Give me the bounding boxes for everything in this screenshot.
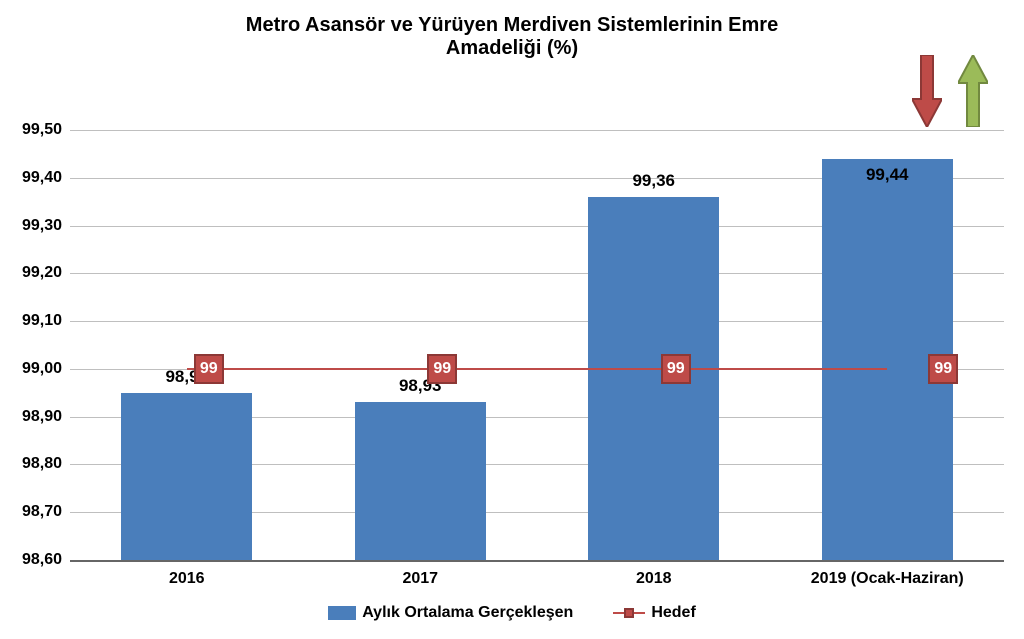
y-axis-tick: 99,30 [22, 217, 70, 235]
target-marker: 99 [427, 354, 457, 384]
y-axis-tick: 98,90 [22, 408, 70, 426]
bar-value-label: 99,44 [809, 165, 966, 185]
target-marker: 99 [928, 354, 958, 384]
legend-swatch-bar [328, 606, 356, 620]
x-axis-category: 2016 [169, 570, 205, 588]
target-marker: 99 [661, 354, 691, 384]
legend-label-bar: Aylık Ortalama Gerçekleşen [362, 604, 573, 622]
y-axis-tick: 98,70 [22, 503, 70, 521]
chart-container: Metro Asansör ve Yürüyen Merdiven Sistem… [0, 0, 1024, 639]
target-marker: 99 [194, 354, 224, 384]
x-axis-category: 2019 (Ocak-Haziran) [811, 570, 964, 588]
arrow-down-icon [912, 55, 942, 127]
x-axis-category: 2018 [636, 570, 672, 588]
target-marker-label: 99 [934, 360, 952, 377]
bar: 99,36 [588, 197, 719, 560]
bar-value-label: 98,93 [342, 376, 499, 396]
target-marker-label: 99 [667, 360, 685, 377]
bar: 98,93 [355, 402, 486, 560]
target-marker-label: 99 [200, 360, 218, 377]
bar-value-label: 99,36 [575, 171, 732, 191]
y-axis-tick: 98,60 [22, 551, 70, 569]
y-axis-tick: 99,20 [22, 264, 70, 282]
legend: Aylık Ortalama Gerçekleşen Hedef [0, 604, 1024, 622]
legend-label-line: Hedef [651, 604, 695, 622]
chart-title: Metro Asansör ve Yürüyen Merdiven Sistem… [0, 14, 1024, 60]
y-axis-tick: 98,80 [22, 455, 70, 473]
plot-area: 98,6098,7098,8098,9099,0099,1099,2099,30… [70, 130, 1004, 562]
y-axis-tick: 99,10 [22, 312, 70, 330]
y-axis-tick: 99,50 [22, 121, 70, 139]
x-axis-category: 2017 [402, 570, 438, 588]
chart-title-line2: Amadeliği (%) [0, 37, 1024, 60]
arrow-up-icon [958, 55, 988, 127]
y-axis-tick: 99,40 [22, 169, 70, 187]
legend-item-line: Hedef [613, 604, 695, 622]
target-marker-label: 99 [433, 360, 451, 377]
bar: 98,95 [121, 393, 252, 560]
gridline [70, 130, 1004, 131]
legend-item-bar: Aylık Ortalama Gerçekleşen [328, 604, 573, 622]
legend-swatch-line [613, 612, 645, 614]
y-axis-tick: 99,00 [22, 360, 70, 378]
chart-title-line1: Metro Asansör ve Yürüyen Merdiven Sistem… [0, 14, 1024, 37]
